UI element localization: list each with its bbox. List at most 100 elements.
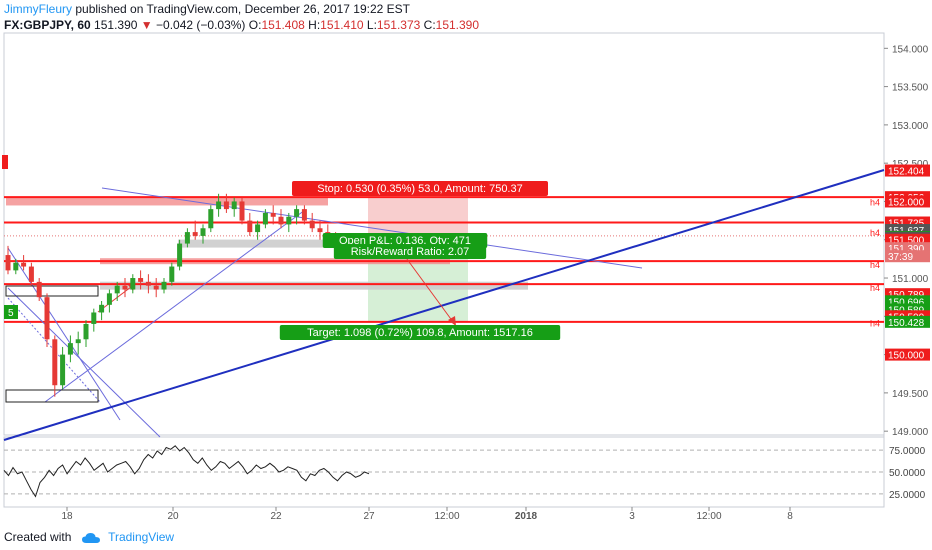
candle-body[interactable] — [36, 281, 42, 298]
candle-body[interactable] — [208, 209, 214, 229]
price-tick-label: 151.000 — [892, 274, 929, 285]
candle-body[interactable] — [122, 285, 128, 290]
symbol[interactable]: FX:GBPJPY, 60 — [4, 18, 91, 32]
candle-body[interactable] — [153, 285, 159, 290]
range-box-1[interactable] — [5, 285, 99, 297]
oscillator-tick-label: 50.0000 — [889, 468, 926, 479]
oscillator-line[interactable] — [3, 445, 370, 498]
left-badge — [4, 305, 18, 319]
projection-arrow-line[interactable] — [403, 254, 457, 327]
last-price: 151.390 — [94, 18, 138, 32]
price-label-text: 152.404 — [888, 167, 925, 178]
candle-body[interactable] — [130, 278, 136, 290]
oscillator-pane[interactable] — [3, 436, 885, 508]
price-label-text: 150.696 — [888, 297, 925, 308]
candle-body[interactable] — [99, 304, 105, 313]
h4-tag: h4 — [870, 283, 880, 293]
price-label-box — [885, 195, 930, 208]
candle-body[interactable] — [216, 201, 222, 210]
stop-zone[interactable] — [368, 197, 468, 238]
main-trend-line[interactable] — [3, 169, 885, 441]
author-link[interactable]: JimmyFleury — [4, 2, 72, 16]
arrow-up-line[interactable] — [97, 283, 136, 313]
price-label-text: 151.725 — [888, 219, 925, 230]
candle-body[interactable] — [44, 297, 50, 340]
low-label: L: — [366, 18, 377, 32]
candle-body[interactable] — [286, 216, 292, 225]
chart-header: JimmyFleury published on TradingView.com… — [4, 1, 924, 33]
publish-line: JimmyFleury published on TradingView.com… — [4, 1, 924, 17]
candle-body[interactable] — [75, 339, 81, 344]
tradingview-link[interactable]: TradingView — [108, 530, 175, 544]
candle-body[interactable] — [21, 262, 27, 267]
zone-box-gray-1[interactable] — [178, 239, 450, 248]
close-label: C: — [423, 18, 436, 32]
candle-body[interactable] — [184, 232, 190, 244]
range-box-2[interactable] — [5, 389, 99, 403]
candle-body[interactable] — [255, 224, 261, 233]
price-label-box — [885, 250, 930, 263]
open-value: 151.408 — [261, 18, 305, 32]
price-tick-label: 154.000 — [892, 44, 929, 55]
candle-body[interactable] — [52, 339, 58, 386]
tradingview-cloud-icon — [81, 532, 100, 543]
target-label-text: Target: 1.098 (0.72%) 109.8, Amount: 151… — [307, 327, 533, 339]
candle-body[interactable] — [83, 323, 89, 340]
candle-body[interactable] — [294, 209, 300, 217]
candle-body[interactable] — [60, 354, 66, 386]
trend-line-thin-1[interactable] — [7, 247, 121, 421]
trend-line-thin-3[interactable] — [44, 209, 306, 403]
zone-box-gray-2[interactable] — [100, 281, 528, 290]
candle-body[interactable] — [317, 228, 323, 233]
footer: Created with TradingView — [4, 529, 174, 545]
candle-body[interactable] — [169, 266, 175, 282]
candle-body[interactable] — [106, 293, 112, 305]
publish-text: published on TradingView.com, December 2… — [75, 2, 410, 16]
trend-line-thin-4[interactable] — [101, 187, 643, 269]
candle-body[interactable] — [177, 243, 183, 267]
candle-body[interactable] — [247, 220, 253, 233]
price-tick-label: 149.500 — [892, 389, 929, 400]
candle-body[interactable] — [192, 232, 198, 236]
candle-body[interactable] — [200, 228, 206, 236]
candle-body[interactable] — [138, 278, 144, 282]
time-tick-label: 2018 — [515, 511, 538, 522]
stop-label-bg[interactable] — [292, 181, 548, 196]
risk-reward-label-bg[interactable] — [333, 244, 487, 259]
candle-body[interactable] — [161, 281, 167, 290]
candle-body[interactable] — [13, 262, 19, 271]
candle-body[interactable] — [301, 209, 307, 221]
candle-body[interactable] — [114, 285, 120, 294]
candle-body[interactable] — [262, 212, 268, 225]
candle-body[interactable] — [278, 216, 284, 225]
trend-line-thin-2[interactable] — [7, 287, 161, 438]
price-change: −0.042 (−0.03%) — [156, 18, 246, 32]
candle-body[interactable] — [28, 266, 34, 282]
price-label-text: 150.000 — [888, 351, 925, 362]
price-label-box — [885, 348, 930, 361]
supply-zone-box[interactable] — [6, 197, 328, 206]
left-badge-text: 5 — [8, 308, 14, 319]
oscillator-tick-label: 75.0000 — [889, 446, 926, 457]
time-tick-label: 20 — [167, 511, 179, 522]
candle-body[interactable] — [231, 201, 237, 210]
h4-tag: h4 — [870, 228, 880, 238]
price-label-box — [885, 315, 930, 328]
candle-body[interactable] — [145, 281, 151, 286]
price-tick-label: 153.000 — [892, 121, 929, 132]
price-label-text: 150.428 — [888, 318, 925, 329]
candle-body[interactable] — [309, 220, 315, 229]
candle-body[interactable] — [5, 255, 11, 271]
close-value: 151.390 — [435, 18, 480, 32]
candle-body[interactable] — [270, 212, 276, 217]
price-label-box — [885, 164, 930, 177]
price-label-text: 152.000 — [888, 197, 925, 208]
candle-body[interactable] — [91, 312, 97, 324]
candle-body[interactable] — [239, 201, 245, 221]
down-arrow-icon: ▼ — [140, 18, 153, 32]
time-tick-label: 3 — [629, 511, 635, 522]
candle-body[interactable] — [67, 343, 73, 355]
candle-body[interactable] — [223, 201, 229, 210]
target-label-bg[interactable] — [279, 325, 561, 340]
